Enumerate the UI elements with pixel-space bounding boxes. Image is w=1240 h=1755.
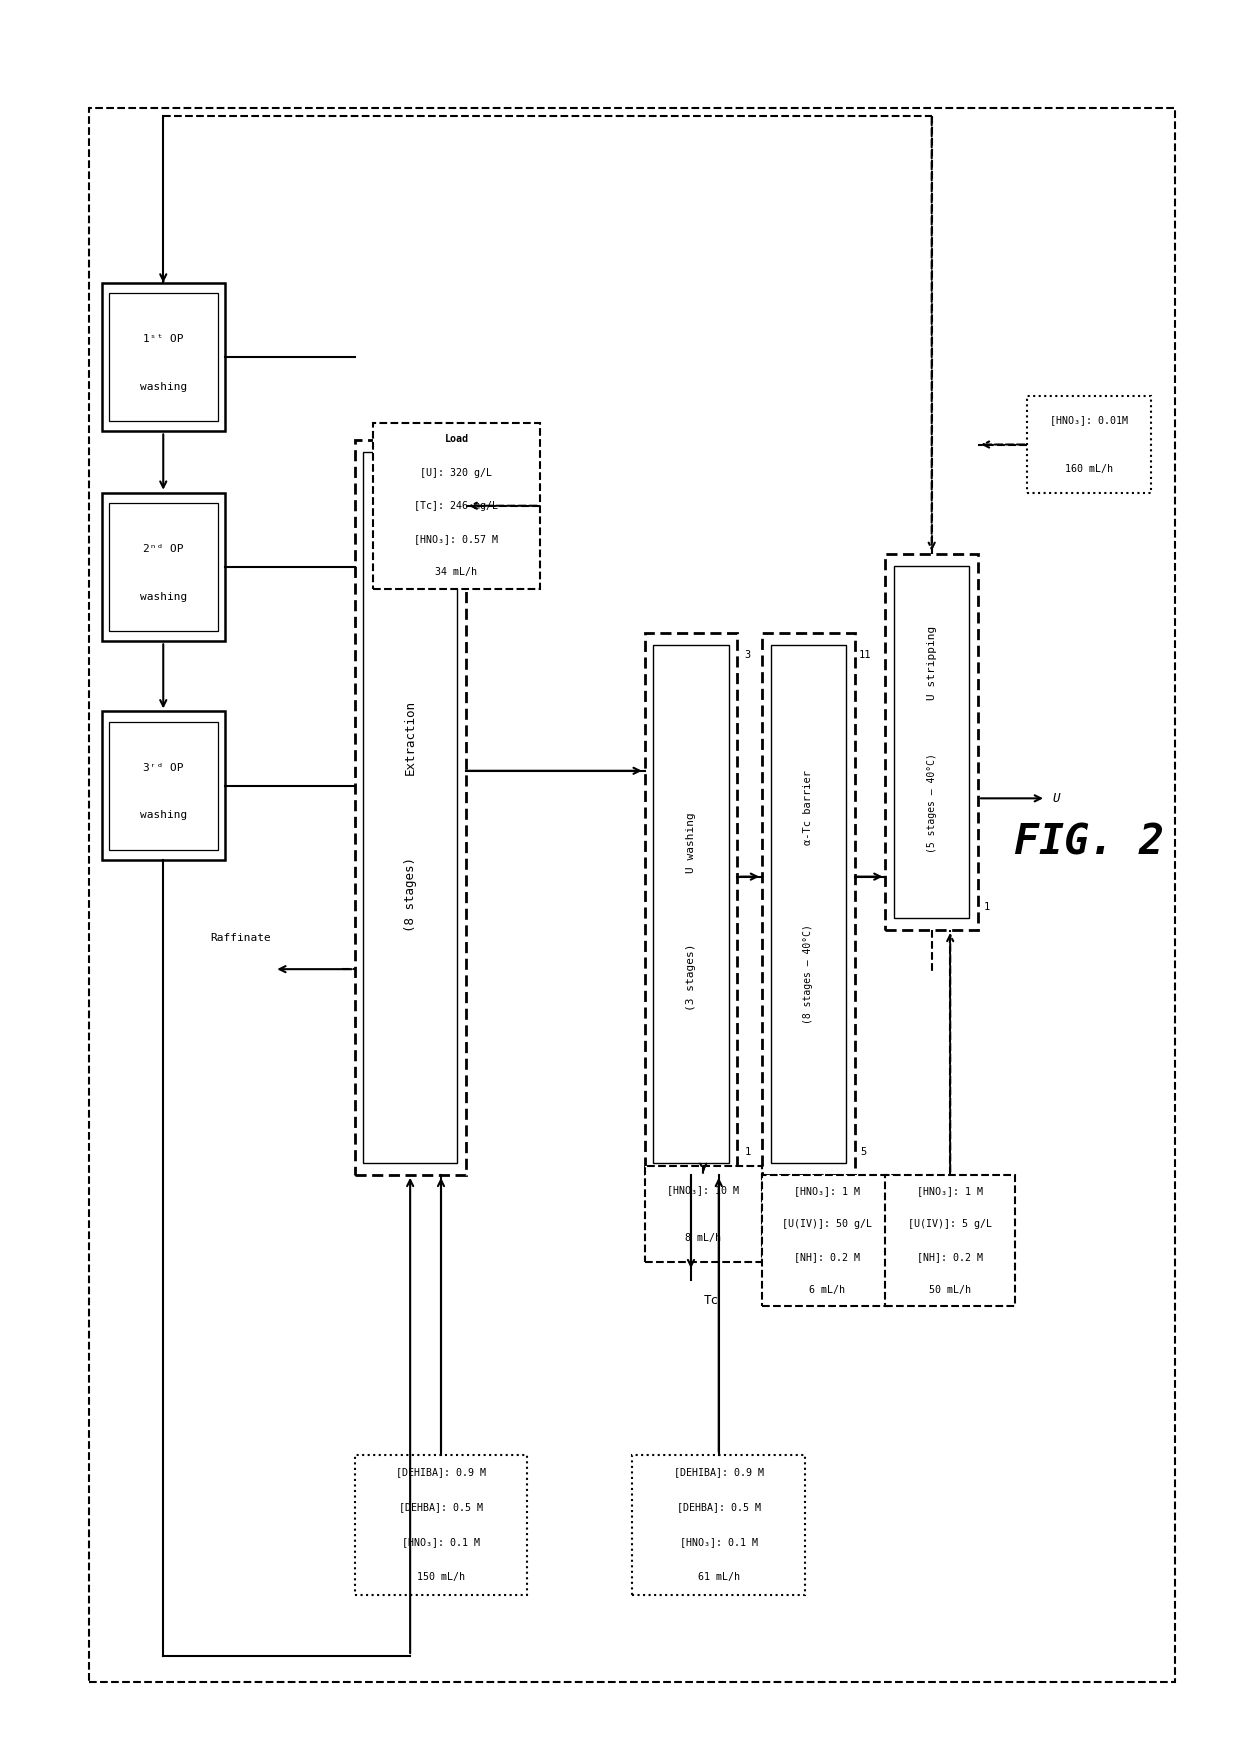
Text: [HNO₃]: 0.1 M: [HNO₃]: 0.1 M <box>680 1537 758 1548</box>
Text: 1ˢᵗ OP: 1ˢᵗ OP <box>143 333 184 344</box>
Text: U: U <box>1052 792 1059 806</box>
Bar <box>109 293 217 421</box>
Bar <box>894 567 970 918</box>
Text: FIG. 2: FIG. 2 <box>1014 821 1164 863</box>
Text: 61 mL/h: 61 mL/h <box>698 1572 740 1583</box>
Text: 1: 1 <box>985 902 991 913</box>
Text: (8 stages – 40°C): (8 stages – 40°C) <box>804 923 813 1023</box>
Text: 160 mL/h: 160 mL/h <box>1065 463 1114 474</box>
Text: 3: 3 <box>745 649 751 660</box>
Bar <box>102 493 224 641</box>
Text: U stripping: U stripping <box>926 627 936 700</box>
Bar <box>632 1455 805 1595</box>
Text: [U]: 320 g/L: [U]: 320 g/L <box>420 467 492 477</box>
Text: (3 stages): (3 stages) <box>686 944 696 1011</box>
Text: 6 mL/h: 6 mL/h <box>808 1285 844 1295</box>
Bar <box>761 1174 892 1306</box>
Bar <box>761 632 854 1174</box>
Text: washing: washing <box>140 811 187 820</box>
Bar <box>102 711 224 860</box>
Text: 11: 11 <box>858 649 870 660</box>
Text: 2ⁿᵈ OP: 2ⁿᵈ OP <box>143 544 184 555</box>
Text: washing: washing <box>140 383 187 391</box>
Text: [U(IV)]: 5 g/L: [U(IV)]: 5 g/L <box>908 1220 992 1228</box>
Text: Tc: Tc <box>703 1293 718 1307</box>
Text: Extraction: Extraction <box>404 700 417 776</box>
Text: 34 mL/h: 34 mL/h <box>435 567 477 577</box>
Bar <box>355 441 466 1174</box>
Bar <box>109 504 217 630</box>
Text: [NH]: 0.2 M: [NH]: 0.2 M <box>918 1251 983 1262</box>
Text: (8 stages): (8 stages) <box>404 858 417 932</box>
Text: washing: washing <box>140 591 187 602</box>
Bar <box>770 644 846 1162</box>
Text: [NH]: 0.2 M: [NH]: 0.2 M <box>794 1251 859 1262</box>
Bar <box>1028 397 1151 493</box>
Text: [DEHIBA]: 0.9 M: [DEHIBA]: 0.9 M <box>673 1467 764 1478</box>
Bar <box>645 1165 761 1262</box>
Text: [HNO₃]: 0.01M: [HNO₃]: 0.01M <box>1050 416 1128 425</box>
Bar <box>89 107 1176 1683</box>
Text: [DEHIBA]: 0.9 M: [DEHIBA]: 0.9 M <box>396 1467 486 1478</box>
Text: [U(IV)]: 50 g/L: [U(IV)]: 50 g/L <box>781 1220 872 1228</box>
Text: [HNO₃]: 1 M: [HNO₃]: 1 M <box>918 1186 983 1197</box>
Text: 8 mL/h: 8 mL/h <box>686 1234 722 1243</box>
Text: [HNO₃]: 0.57 M: [HNO₃]: 0.57 M <box>414 534 498 544</box>
Text: [HNO₃]: 10 M: [HNO₃]: 10 M <box>667 1185 739 1195</box>
Text: 50 mL/h: 50 mL/h <box>929 1285 971 1295</box>
Bar <box>645 632 738 1174</box>
Text: 1: 1 <box>745 1148 751 1157</box>
Bar <box>885 1174 1016 1306</box>
Text: Load: Load <box>444 433 469 444</box>
Text: [DEHBA]: 0.5 M: [DEHBA]: 0.5 M <box>399 1502 484 1513</box>
Text: [Tc]: 246 mg/L: [Tc]: 246 mg/L <box>414 500 498 511</box>
Text: [HNO₃]: 1 M: [HNO₃]: 1 M <box>794 1186 859 1197</box>
Bar <box>885 555 978 930</box>
Text: U washing: U washing <box>686 813 696 872</box>
Bar <box>373 423 539 590</box>
Bar <box>109 721 217 849</box>
Bar <box>653 644 729 1162</box>
Text: (5 stages – 40°C): (5 stages – 40°C) <box>926 753 936 853</box>
Text: [DEHBA]: 0.5 M: [DEHBA]: 0.5 M <box>677 1502 761 1513</box>
Text: 3ʳᵈ OP: 3ʳᵈ OP <box>143 763 184 772</box>
Text: Raffinate: Raffinate <box>210 932 270 942</box>
Text: [HNO₃]: 0.1 M: [HNO₃]: 0.1 M <box>402 1537 480 1548</box>
Bar <box>363 453 458 1162</box>
Text: 150 mL/h: 150 mL/h <box>417 1572 465 1583</box>
Bar <box>355 1455 527 1595</box>
Text: 5: 5 <box>861 1148 867 1157</box>
Text: α-Tc barrier: α-Tc barrier <box>804 770 813 844</box>
Bar <box>102 283 224 432</box>
